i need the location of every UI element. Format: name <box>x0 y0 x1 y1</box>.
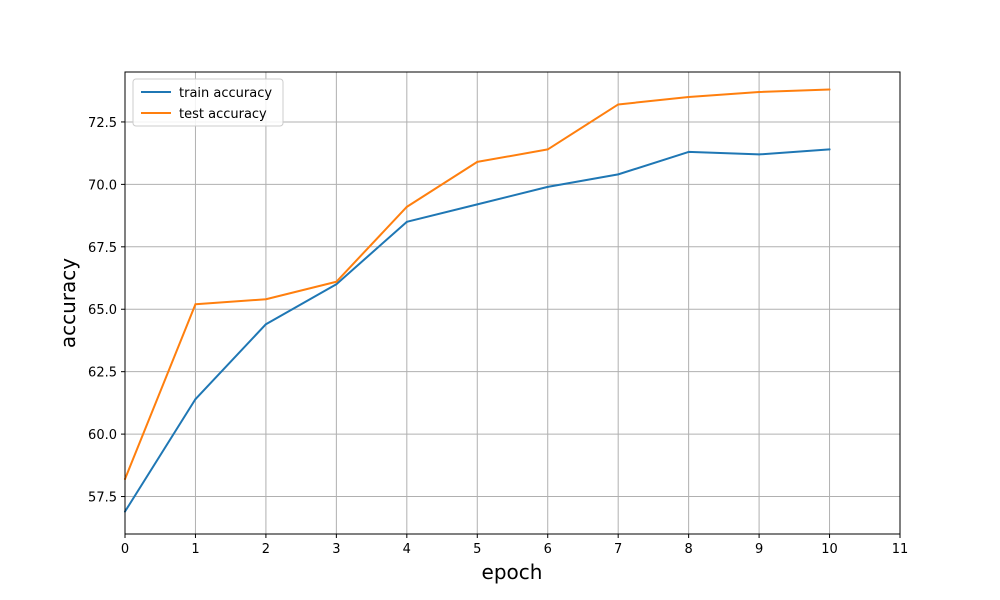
data-point <box>758 153 761 156</box>
data-point <box>264 298 267 301</box>
data-point <box>405 205 408 208</box>
data-point <box>335 280 338 283</box>
y-tick-label: 65.0 <box>88 303 117 318</box>
x-tick-label: 1 <box>191 542 199 557</box>
x-tick-label: 4 <box>403 542 411 557</box>
data-point <box>335 283 338 286</box>
data-point <box>687 95 690 98</box>
data-point <box>546 185 549 188</box>
legend-label: test accuracy <box>179 107 267 122</box>
y-tick-label: 57.5 <box>88 491 117 506</box>
y-tick-label: 72.5 <box>88 116 117 131</box>
data-point <box>687 150 690 153</box>
data-point <box>476 203 479 206</box>
data-point <box>828 148 831 151</box>
data-point <box>828 88 831 91</box>
y-tick-label: 70.0 <box>88 178 117 193</box>
y-tick-label: 67.5 <box>88 241 117 256</box>
x-axis-label: epoch <box>482 560 543 584</box>
y-tick-label: 62.5 <box>88 366 117 381</box>
data-point <box>758 90 761 93</box>
y-tick-label: 60.0 <box>88 428 117 443</box>
x-tick-label: 6 <box>544 542 552 557</box>
series-lines <box>124 88 831 513</box>
data-point <box>264 323 267 326</box>
data-point <box>546 148 549 151</box>
x-tick-label: 7 <box>614 542 622 557</box>
grid-lines <box>124 72 901 534</box>
data-point <box>194 398 197 401</box>
axis-ticks: 0 1 2 3 4 5 6 7 8 9 10 11 57.5 60.0 62.5 65.0 67.5 70.0 72… <box>88 116 908 557</box>
x-tick-label: 3 <box>332 542 340 557</box>
data-point <box>405 220 408 223</box>
y-axis-label: accuracy <box>56 258 80 348</box>
data-point <box>194 303 197 306</box>
x-tick-label: 9 <box>755 542 763 557</box>
plot-frame <box>124 71 901 535</box>
x-tick-label: 5 <box>473 542 481 557</box>
x-tick-label: 11 <box>892 542 909 557</box>
data-point <box>617 103 620 106</box>
data-point <box>476 160 479 163</box>
x-tick-label: 0 <box>121 542 129 557</box>
x-tick-label: 2 <box>262 542 270 557</box>
x-tick-label: 10 <box>821 542 838 557</box>
legend-box <box>132 78 284 127</box>
data-point <box>617 173 620 176</box>
legend-label: train accuracy <box>179 86 272 101</box>
x-tick-label: 8 <box>684 542 692 557</box>
legend: train accuracy test accuracy <box>132 78 284 127</box>
